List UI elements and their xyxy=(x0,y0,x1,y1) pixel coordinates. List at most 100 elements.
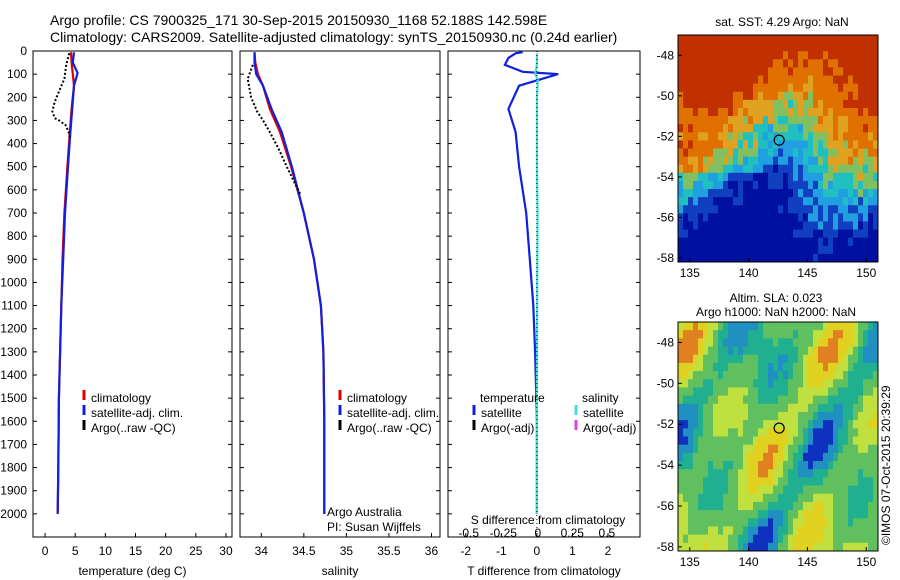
map-cell xyxy=(693,330,699,339)
map-cell xyxy=(863,534,869,544)
map-cell xyxy=(728,322,734,331)
map-cell xyxy=(683,330,689,339)
map-cell xyxy=(858,124,864,133)
map-cell xyxy=(803,156,809,166)
map-cell xyxy=(868,124,874,133)
map-cell xyxy=(768,444,774,454)
map-cell xyxy=(713,436,719,446)
map-cell xyxy=(853,322,859,331)
map-cell xyxy=(703,493,709,503)
map-cell xyxy=(818,428,824,437)
map-cell xyxy=(773,213,779,222)
plot-frame-0 xyxy=(32,50,233,538)
map-cell xyxy=(833,501,839,511)
map-cell xyxy=(868,420,874,429)
map-cell xyxy=(858,387,864,397)
map-cell xyxy=(828,156,834,166)
map-cell xyxy=(733,75,739,85)
map-cell xyxy=(688,75,694,85)
map-cell xyxy=(818,411,824,421)
map-cell xyxy=(713,132,719,141)
map-cell xyxy=(743,180,749,190)
map-cell xyxy=(743,526,749,536)
map-cell xyxy=(728,164,734,174)
map-cell xyxy=(828,485,834,495)
map-cell xyxy=(728,420,734,429)
map-cell xyxy=(773,172,779,182)
map-cell xyxy=(843,477,849,486)
map-cell xyxy=(823,156,829,166)
map-cell xyxy=(688,83,694,93)
map-cell xyxy=(708,379,714,388)
map-cell xyxy=(738,213,744,222)
map-cell xyxy=(858,444,864,454)
map-cell xyxy=(718,428,724,437)
map-cell xyxy=(853,229,859,239)
map-cell xyxy=(693,395,699,405)
map-cell xyxy=(723,330,729,339)
map-cell xyxy=(743,379,749,388)
map-cell xyxy=(813,213,819,222)
map-cell xyxy=(818,322,824,331)
map-cell xyxy=(703,436,709,446)
map-cell xyxy=(708,534,714,544)
map-cell xyxy=(778,338,784,347)
map-cell xyxy=(738,346,744,356)
map-cell xyxy=(738,205,744,214)
map-cell xyxy=(793,436,799,446)
map-cell xyxy=(723,197,729,206)
map-cell xyxy=(868,67,874,76)
map-cell xyxy=(738,164,744,174)
map-cell xyxy=(733,140,739,149)
map-cell xyxy=(828,526,834,536)
map-cell xyxy=(773,485,779,495)
map-cell xyxy=(868,205,874,214)
map-cell xyxy=(763,501,769,511)
map-cell xyxy=(828,469,834,478)
map-cell xyxy=(728,452,734,462)
map-cell xyxy=(818,395,824,405)
map-cell xyxy=(848,452,854,462)
map-cell xyxy=(703,501,709,511)
map-cell xyxy=(838,237,844,247)
map-cell xyxy=(843,387,849,397)
map-cell xyxy=(778,197,784,206)
map-cell xyxy=(843,124,849,133)
map-cell xyxy=(763,510,769,519)
map-cell xyxy=(758,387,764,397)
map-cell xyxy=(708,362,714,372)
map-cell xyxy=(843,371,849,380)
map-cell xyxy=(838,428,844,437)
map-cell xyxy=(863,436,869,446)
map-cell xyxy=(858,51,864,60)
map-cell xyxy=(848,501,854,511)
map-cell xyxy=(778,189,784,198)
map-cell xyxy=(843,526,849,536)
map-cell xyxy=(783,148,789,158)
map-cell xyxy=(808,362,814,372)
map-cell xyxy=(788,371,794,380)
map-cell xyxy=(723,43,729,52)
map-cell xyxy=(793,526,799,536)
map-cell xyxy=(738,403,744,413)
map-cell xyxy=(758,91,764,101)
map-cell xyxy=(813,116,819,125)
map-cell xyxy=(788,43,794,52)
map-cell xyxy=(733,387,739,397)
map-cell xyxy=(748,116,754,125)
map-cell xyxy=(698,346,704,356)
map-cell xyxy=(793,197,799,206)
map-cell xyxy=(773,469,779,478)
map-cell xyxy=(693,501,699,511)
map-x-tick-label: 135 xyxy=(680,266,700,280)
map-cell xyxy=(848,444,854,454)
map-cell xyxy=(713,99,719,109)
map-cell xyxy=(843,338,849,347)
map-cell xyxy=(868,411,874,421)
map-cell xyxy=(758,379,764,388)
map-cell xyxy=(803,395,809,405)
map-cell xyxy=(703,237,709,247)
map-cell xyxy=(783,461,789,470)
map-y-tick-label: -50 xyxy=(657,89,675,103)
